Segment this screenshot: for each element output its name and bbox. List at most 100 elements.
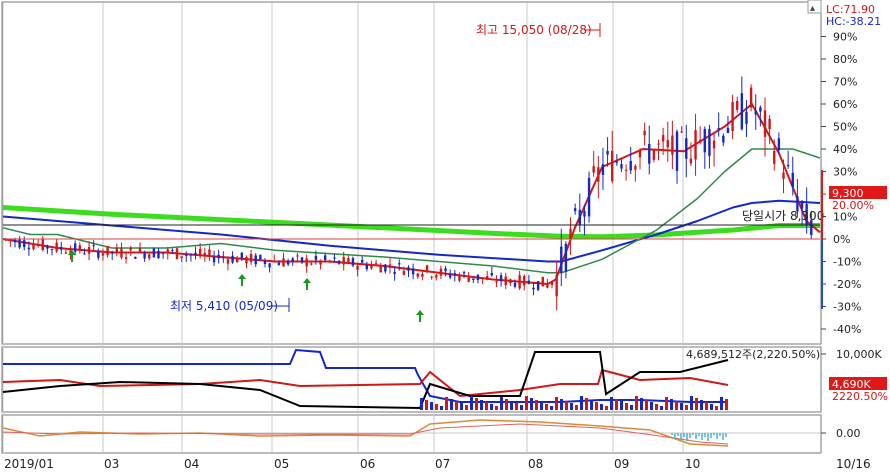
candle-body (411, 268, 415, 275)
candle-body (27, 247, 31, 250)
candle-body (402, 270, 406, 275)
candle-body (555, 274, 558, 297)
candle-body (337, 260, 341, 264)
candle-body (736, 101, 739, 110)
candle-body (536, 281, 540, 290)
x-tick-label: 08 (528, 457, 543, 471)
candle-body (782, 172, 785, 179)
low-annotation: 최저 5,410 (05/09) (170, 299, 278, 313)
candle-body (18, 239, 21, 248)
candle-body (356, 265, 359, 270)
candle-body (347, 258, 350, 264)
candle-body (657, 143, 660, 145)
candle-body (143, 252, 146, 259)
candle-body (175, 248, 179, 260)
volume-bar (720, 397, 723, 410)
volume-bar (515, 403, 518, 410)
series-line (2, 199, 821, 263)
candle-body (314, 255, 318, 260)
candle-body (55, 242, 58, 252)
candle-body (763, 110, 767, 137)
volume-bar (650, 402, 653, 410)
candle-body (189, 254, 193, 256)
candle-body (444, 268, 447, 272)
candle-body (472, 278, 475, 280)
candle-body (550, 281, 554, 285)
candle-body (286, 261, 290, 265)
candle-body (800, 201, 804, 209)
candlesticks (4, 76, 813, 322)
candle-body (671, 135, 674, 155)
candle-body (541, 276, 544, 287)
candle-body (560, 246, 563, 273)
y-tick-label: 60% (833, 98, 857, 111)
candle-body (421, 274, 424, 277)
candle-body (129, 247, 132, 251)
candle-body (717, 127, 720, 130)
candle-body (194, 252, 197, 255)
candle-body (597, 167, 600, 182)
price-pct-text: 20.00% (832, 199, 874, 212)
candle-body (759, 107, 762, 112)
buy-signal-arrow (238, 274, 246, 286)
candle-body (138, 248, 142, 252)
lc-label: LC:71.90 (826, 3, 875, 16)
candle-body (634, 166, 637, 170)
candle-body (467, 277, 470, 282)
candle-body (148, 254, 151, 259)
volume-bar (675, 401, 678, 410)
candle-body (203, 252, 206, 256)
candle-body (282, 258, 285, 267)
candle-body (791, 172, 794, 188)
candle-body (222, 257, 225, 259)
volume-bar (595, 402, 598, 410)
candle-body (388, 264, 392, 268)
buy-signal-arrow (68, 250, 76, 262)
candle-body (249, 253, 253, 263)
volume-axis-label: 10,000K (836, 348, 882, 361)
price-panel (1, 1, 822, 345)
candle-body (666, 140, 669, 148)
y-tick-label: 50% (833, 121, 857, 134)
y-tick-label: -30% (833, 301, 861, 314)
volume-bar (590, 400, 593, 410)
buy-signal-arrow (303, 278, 311, 290)
volume-bar (625, 403, 628, 410)
today-open-annotation: 당일시가 8,300 (742, 209, 824, 223)
candle-body (268, 263, 271, 268)
candle-body (240, 252, 244, 259)
candle-body (740, 93, 744, 130)
volume-bar (570, 403, 573, 410)
volume-bar (430, 402, 433, 410)
x-tick-label: 10/16 (836, 457, 871, 471)
candle-body (97, 250, 100, 258)
candle-body (319, 260, 322, 265)
candle-body (13, 239, 17, 243)
candle-body (425, 265, 429, 271)
candle-body (527, 280, 531, 284)
volume-bar (685, 405, 688, 410)
candle-body (620, 164, 623, 169)
y-tick-label: 0% (833, 233, 850, 246)
candle-body (629, 160, 632, 171)
candle-body (499, 275, 503, 282)
candle-body (754, 110, 757, 115)
candle-body (638, 149, 642, 158)
candle-body (698, 139, 702, 143)
candle-body (805, 204, 808, 226)
candle-body (523, 276, 526, 286)
panel-toggle-button[interactable] (807, 0, 822, 14)
candle-body (208, 249, 211, 256)
candle-body (398, 263, 401, 265)
x-tick-label: 2019/01 (4, 457, 54, 471)
candle-body (245, 256, 248, 264)
x-axis: 2019/01 03 04 05 06 07 08 09 10 10/16 (4, 457, 871, 471)
candle-body (661, 135, 665, 142)
volume-bar (670, 399, 673, 410)
volume-bar (445, 397, 448, 410)
panel-toggle-icon: ▴ (810, 3, 815, 14)
volume-bar (690, 396, 693, 410)
candle-body (703, 129, 707, 153)
candle-body (92, 245, 95, 247)
